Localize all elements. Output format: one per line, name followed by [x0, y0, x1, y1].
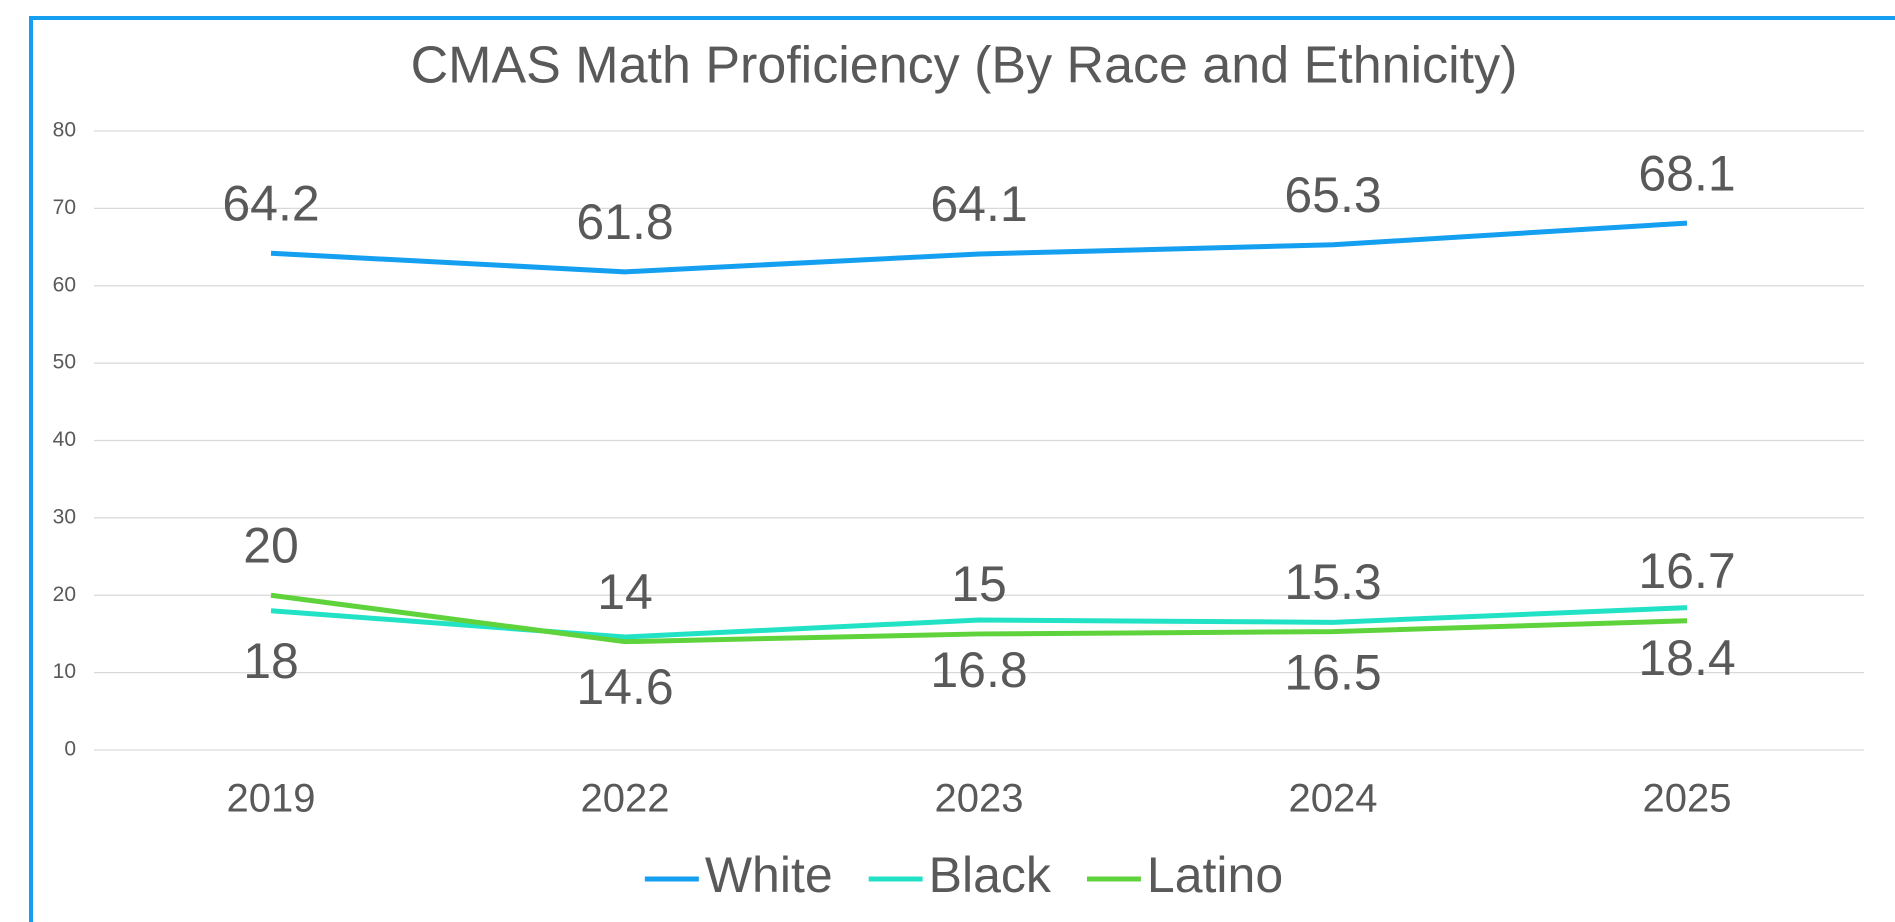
data-label: 16.8 [930, 642, 1027, 698]
y-tick-label: 30 [53, 505, 76, 528]
data-label: 64.1 [930, 176, 1027, 232]
x-tick-label: 2019 [227, 777, 316, 821]
data-label: 61.8 [576, 194, 673, 250]
y-tick-label: 40 [53, 428, 76, 451]
y-tick-label: 80 [53, 119, 76, 142]
data-label: 64.2 [222, 175, 319, 231]
y-tick-label: 70 [53, 196, 76, 219]
chart-title: CMAS Math Proficiency (By Race and Ethni… [411, 37, 1518, 95]
data-label: 65.3 [1284, 167, 1381, 223]
chart-frame [29, 16, 1895, 922]
x-tick-label: 2023 [935, 777, 1024, 821]
legend-label: White [705, 847, 833, 903]
data-label: 14 [597, 564, 653, 620]
data-line [270, 220, 1688, 275]
data-label: 20 [243, 517, 299, 573]
y-tick-label: 50 [53, 351, 76, 374]
data-label: 15.3 [1284, 554, 1381, 610]
y-tick-label: 60 [53, 273, 76, 296]
data-line [270, 592, 1688, 645]
data-label: 14.6 [576, 659, 673, 715]
y-tick-label: 20 [53, 583, 76, 606]
y-tick-label: 0 [64, 738, 76, 761]
x-tick-label: 2024 [1289, 777, 1378, 821]
data-label: 68.1 [1638, 145, 1735, 201]
data-label: 15 [951, 556, 1007, 612]
x-tick-label: 2025 [1643, 777, 1732, 821]
data-label: 18 [243, 633, 299, 689]
data-label: 18.4 [1638, 630, 1735, 686]
data-label: 16.5 [1284, 645, 1381, 701]
legend-label: Black [929, 847, 1052, 903]
x-tick-label: 2022 [581, 777, 670, 821]
data-label: 16.7 [1638, 543, 1735, 599]
legend-label: Latino [1147, 847, 1283, 903]
y-tick-label: 10 [53, 660, 76, 683]
